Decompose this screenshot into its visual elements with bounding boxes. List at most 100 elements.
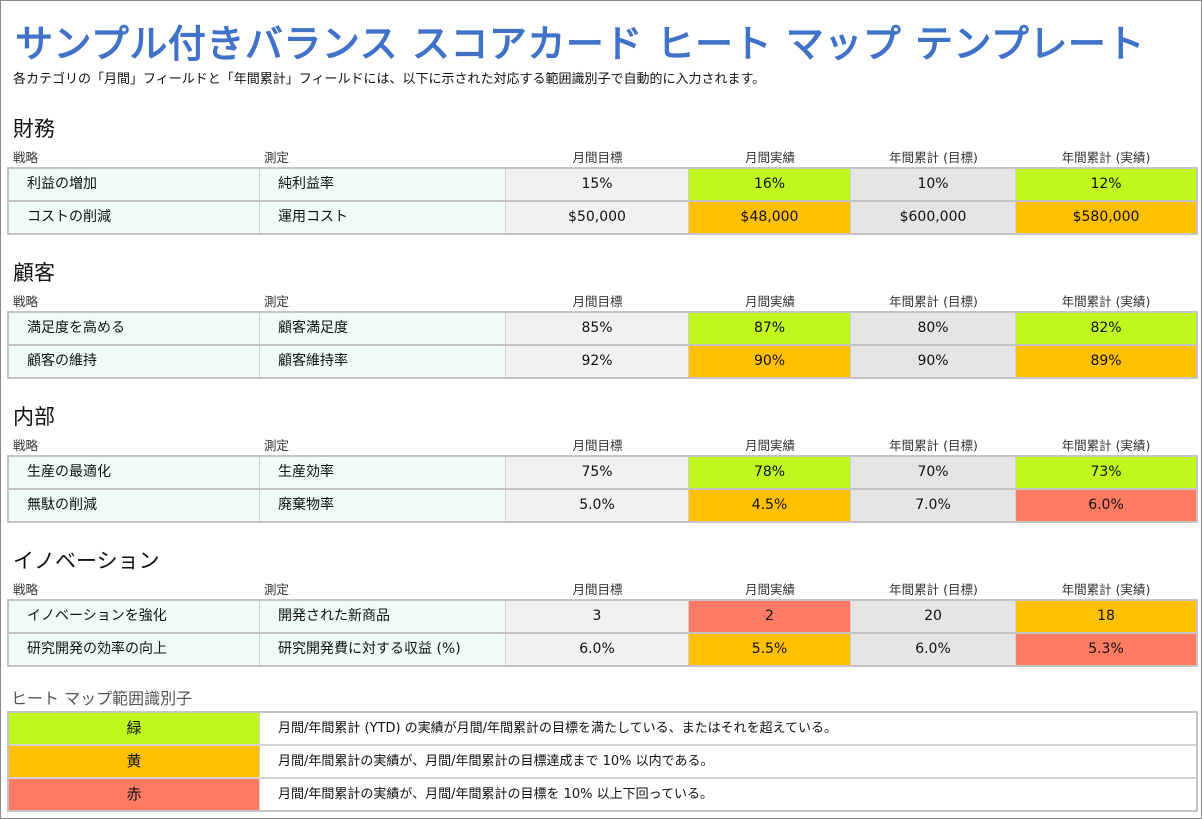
legend-row-yellow: 黄 月間/年間累計の実績が、月間/年間累計の目標達成まで 10% 以内である。: [9, 746, 1196, 779]
ytd-actual-cell: 5.3%: [1016, 634, 1196, 665]
monthly-target-cell: 3: [506, 601, 689, 632]
legend-row-green: 緑 月間/年間累計 (YTD) の実績が月間/年間累計の目標を満たしている、また…: [9, 713, 1196, 746]
column-header: 年間累計 (目標): [889, 438, 978, 453]
monthly-target-cell: 15%: [506, 169, 689, 200]
monthly-actual-cell: 5.5%: [689, 634, 851, 665]
column-header: 戦略: [13, 150, 39, 165]
column-header: 戦略: [13, 438, 39, 453]
measure-cell: 純利益率: [260, 169, 506, 200]
monthly-actual-cell: 87%: [689, 313, 851, 344]
monthly-actual-cell: 90%: [689, 346, 851, 377]
column-header: 測定: [264, 150, 290, 165]
ytd-target-cell: 80%: [851, 313, 1016, 344]
measure-cell: 開発された新商品: [260, 601, 506, 632]
measure-cell: 生産効率: [260, 457, 506, 488]
section-3: イノベーション戦略 測定 月間目標 月間実績 年間累計 (目標) 年間累計 (実績) イノ…: [1, 541, 1202, 681]
legend-description: 月間/年間累計の実績が、月間/年間累計の目標を 10% 以上下回っている。: [278, 787, 714, 802]
column-header: 月間目標: [572, 582, 623, 597]
column-header: 戦略: [13, 294, 39, 309]
monthly-target-cell: 6.0%: [506, 634, 689, 665]
strategy-cell: 満足度を高める: [9, 313, 260, 344]
column-header: 年間累計 (目標): [889, 294, 978, 309]
ytd-target-cell: 10%: [851, 169, 1016, 200]
table-row: 生産の最適化 生産効率 75% 78% 70% 73%: [9, 457, 1196, 490]
section-0: 財務戦略 測定 月間目標 月間実績 年間累計 (目標) 年間累計 (実績) 利益の増加 純…: [1, 109, 1202, 249]
strategy-cell: 生産の最適化: [9, 457, 260, 488]
table-row: 無駄の削減 廃棄物率 5.0% 4.5% 7.0% 6.0%: [9, 490, 1196, 521]
table-row: 顧客の維持 顧客維持率 92% 90% 90% 89%: [9, 346, 1196, 377]
monthly-actual-cell: 2: [689, 601, 851, 632]
strategy-cell: 顧客の維持: [9, 346, 260, 377]
strategy-cell: イノベーションを強化: [9, 601, 260, 632]
column-header: 測定: [264, 438, 290, 453]
measure-cell: 廃棄物率: [260, 490, 506, 521]
column-header: 年間累計 (実績): [1061, 150, 1151, 165]
column-header: 月間目標: [572, 150, 623, 165]
ytd-actual-cell: 18: [1016, 601, 1196, 632]
section-title: 顧客: [13, 261, 55, 285]
ytd-target-cell: 70%: [851, 457, 1016, 488]
legend-row-red: 赤 月間/年間累計の実績が、月間/年間累計の目標を 10% 以上下回っている。: [9, 779, 1196, 810]
strategy-cell: コストの削減: [9, 202, 260, 233]
monthly-target-cell: 92%: [506, 346, 689, 377]
ytd-actual-cell: 89%: [1016, 346, 1196, 377]
legend-description: 月間/年間累計の実績が、月間/年間累計の目標達成まで 10% 以内である。: [278, 754, 714, 769]
table-row: イノベーションを強化 開発された新商品 3 2 20 18: [9, 601, 1196, 634]
column-headers: 戦略 測定 月間目標 月間実績 年間累計 (目標) 年間累計 (実績): [9, 435, 1196, 453]
legend-label: 黄: [9, 746, 260, 777]
column-header: 年間累計 (実績): [1061, 294, 1151, 309]
monthly-actual-cell: 4.5%: [689, 490, 851, 521]
section-2: 内部戦略 測定 月間目標 月間実績 年間累計 (目標) 年間累計 (実績) 生産の最適化 …: [1, 397, 1202, 537]
column-header: 月間目標: [572, 438, 623, 453]
monthly-target-cell: 75%: [506, 457, 689, 488]
page-title: サンプル付きバランス スコアカード ヒート マップ テンプレート: [15, 22, 1145, 66]
legend-title: ヒート マップ範囲識別子: [11, 689, 193, 708]
section-1: 顧客 戦略 測定 月間目標 月間実績 年間累計 (目標) 年間累計 (実績) 満足度を高める…: [1, 253, 1202, 393]
ytd-actual-cell: $580,000: [1016, 202, 1196, 233]
strategy-cell: 研究開発の効率の向上: [9, 634, 260, 665]
ytd-actual-cell: 73%: [1016, 457, 1196, 488]
column-header: 月間実績: [744, 582, 795, 597]
column-header: 年間累計 (実績): [1061, 438, 1151, 453]
column-header: 測定: [264, 294, 290, 309]
table-row: 利益の増加 純利益率 15% 16% 10% 12%: [9, 169, 1196, 202]
column-header: 年間累計 (実績): [1061, 582, 1151, 597]
column-headers: 戦略 測定 月間目標 月間実績 年間累計 (目標) 年間累計 (実績): [9, 147, 1196, 165]
column-header: 年間累計 (目標): [889, 582, 978, 597]
column-header: 測定: [264, 582, 290, 597]
scorecard-table: 利益の増加 純利益率 15% 16% 10% 12% コストの削減 運用コスト …: [7, 167, 1198, 235]
monthly-actual-cell: $48,000: [689, 202, 851, 233]
measure-cell: 顧客満足度: [260, 313, 506, 344]
monthly-actual-cell: 16%: [689, 169, 851, 200]
column-header: 月間実績: [744, 294, 795, 309]
column-headers: 戦略 測定 月間目標 月間実績 年間累計 (目標) 年間累計 (実績): [9, 291, 1196, 309]
scorecard-table: 生産の最適化 生産効率 75% 78% 70% 73% 無駄の削減 廃棄物率 5…: [7, 455, 1198, 523]
ytd-target-cell: 20: [851, 601, 1016, 632]
table-row: 研究開発の効率の向上 研究開発費に対する収益 (%) 6.0% 5.5% 6.0…: [9, 634, 1196, 665]
column-header: 戦略: [13, 582, 39, 597]
ytd-target-cell: 6.0%: [851, 634, 1016, 665]
section-title: イノベーション: [13, 549, 160, 573]
column-header: 月間実績: [744, 150, 795, 165]
monthly-target-cell: 5.0%: [506, 490, 689, 521]
ytd-actual-cell: 82%: [1016, 313, 1196, 344]
scorecard-table: イノベーションを強化 開発された新商品 3 2 20 18 研究開発の効率の向上…: [7, 599, 1198, 667]
legend-label: 緑: [9, 713, 260, 744]
measure-cell: 運用コスト: [260, 202, 506, 233]
column-header: 年間累計 (目標): [889, 150, 978, 165]
page-subtitle: 各カテゴリの「月間」フィールドと「年間累計」フィールドには、以下に示された対応す…: [13, 72, 766, 87]
ytd-target-cell: 7.0%: [851, 490, 1016, 521]
strategy-cell: 無駄の削減: [9, 490, 260, 521]
column-header: 月間実績: [744, 438, 795, 453]
section-title: 内部: [13, 405, 55, 429]
monthly-target-cell: 85%: [506, 313, 689, 344]
table-row: コストの削減 運用コスト $50,000 $48,000 $600,000 $5…: [9, 202, 1196, 233]
measure-cell: 研究開発費に対する収益 (%): [260, 634, 506, 665]
ytd-actual-cell: 12%: [1016, 169, 1196, 200]
monthly-actual-cell: 78%: [689, 457, 851, 488]
ytd-target-cell: 90%: [851, 346, 1016, 377]
legend-label: 赤: [9, 779, 260, 810]
section-title: 財務: [13, 117, 55, 141]
ytd-actual-cell: 6.0%: [1016, 490, 1196, 521]
measure-cell: 顧客維持率: [260, 346, 506, 377]
